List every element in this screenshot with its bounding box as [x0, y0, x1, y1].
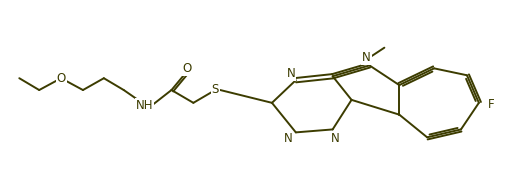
Text: N: N [331, 132, 340, 145]
Text: N: N [287, 67, 295, 80]
Text: N: N [362, 51, 371, 64]
Text: N: N [284, 132, 292, 145]
Text: O: O [57, 72, 66, 85]
Text: O: O [183, 62, 192, 75]
Text: F: F [488, 98, 494, 111]
Text: NH: NH [136, 99, 153, 112]
Text: S: S [211, 83, 219, 95]
